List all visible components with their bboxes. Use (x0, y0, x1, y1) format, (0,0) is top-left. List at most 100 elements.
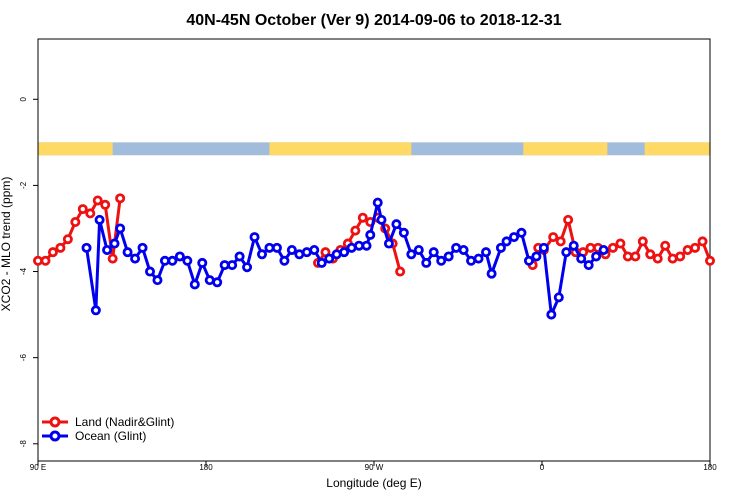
ocean-data-point (516, 227, 527, 238)
ocean-data-point (316, 257, 327, 268)
legend-land-label: Land (Nadir&Glint) (75, 415, 174, 429)
land-strip-segment (644, 142, 710, 156)
ocean-data-point (372, 197, 383, 208)
ocean-data-point (391, 219, 402, 230)
ocean-data-point (383, 238, 394, 249)
x-tick-label: 90 W (365, 463, 384, 472)
land-data-point (115, 193, 126, 204)
ocean-data-point (212, 277, 223, 288)
land-data-point (690, 242, 701, 253)
ocean-data-point (421, 257, 432, 268)
ocean-data-point (458, 244, 469, 255)
ocean-data-point (152, 275, 163, 286)
ocean-data-point (339, 247, 350, 258)
land-data-point (62, 234, 73, 245)
land-data-point (55, 242, 66, 253)
legend-ocean-marker (49, 430, 61, 442)
ocean-data-point (137, 242, 148, 253)
ocean-data-point (90, 305, 101, 316)
land-ocean-strip (38, 142, 710, 156)
y-tick-label: -2 (19, 181, 28, 189)
ocean-data-point (406, 249, 417, 260)
land-data-point (40, 255, 51, 266)
ocean-data-point (174, 251, 185, 262)
land-data-point (357, 212, 368, 223)
ocean-data-point (271, 242, 282, 253)
land-data-point (92, 195, 103, 206)
x-tick-label: 90 E (30, 463, 46, 472)
x-tick-label: 180 (199, 463, 213, 472)
ocean-data-point (508, 232, 519, 243)
ocean-data-point (122, 247, 133, 258)
ocean-data-point (398, 227, 409, 238)
ocean-data-point (495, 242, 506, 253)
ocean-data-point (234, 251, 245, 262)
land-data-point (47, 247, 58, 258)
land-data-point (100, 199, 111, 210)
land-data-point (350, 225, 361, 236)
land-data-point (652, 253, 663, 264)
ocean-data-point (591, 251, 602, 262)
land-data-point (705, 255, 716, 266)
land-data-point (70, 217, 81, 228)
ocean-data-point (598, 244, 609, 255)
ocean-data-point (361, 240, 372, 251)
ocean-data-point (144, 266, 155, 277)
land-data-point (563, 214, 574, 225)
ocean-data-point (102, 244, 113, 255)
ocean-data-point (109, 238, 120, 249)
x-tick-label: 180 (703, 463, 717, 472)
x-axis-title: Longitude (deg E) (326, 476, 421, 490)
ocean-data-point (130, 253, 141, 264)
ocean-data-point (94, 214, 105, 225)
ocean-data-point (428, 247, 439, 258)
land-strip-segment (38, 142, 113, 156)
ocean-data-point (583, 260, 594, 271)
ocean-data-point (286, 244, 297, 255)
ocean-data-point (480, 247, 491, 258)
legend: Land (Nadir&Glint) Ocean (Glint) (42, 415, 174, 443)
ocean-data-point (365, 229, 376, 240)
land-data-point (675, 251, 686, 262)
land-strip-segment (269, 142, 412, 156)
ocean-data-point (182, 255, 193, 266)
ocean-data-point (523, 255, 534, 266)
land-data-point (645, 249, 656, 260)
ocean-data-point (553, 292, 564, 303)
land-data-point (555, 236, 566, 247)
series-layer (33, 193, 716, 320)
y-axis-title: XCO2 - MLO trend (ppm) (0, 177, 13, 312)
ocean-data-point (227, 260, 238, 271)
land-data-point (630, 251, 641, 262)
land-series (33, 193, 716, 277)
ocean-data-point (279, 255, 290, 266)
ocean-data-point (189, 279, 200, 290)
ocean-data-point (115, 223, 126, 234)
ocean-data-point (561, 247, 572, 258)
land-data-point (85, 208, 96, 219)
ocean-data-point (538, 242, 549, 253)
ocean-data-point (167, 255, 178, 266)
ocean-data-point (486, 268, 497, 279)
land-data-point (107, 253, 118, 264)
ocean-series (81, 197, 609, 320)
chart-title: 40N-45N October (Ver 9) 2014-09-06 to 20… (186, 12, 561, 29)
land-data-point (607, 242, 618, 253)
ocean-data-point (249, 232, 260, 243)
land-data-point (395, 266, 406, 277)
land-data-point (77, 204, 88, 215)
ocean-data-point (436, 255, 447, 266)
ocean-data-point (197, 257, 208, 268)
y-tick-label: -8 (19, 440, 28, 448)
ocean-data-point (546, 309, 557, 320)
ocean-data-point (576, 253, 587, 264)
x-axis: 90 E 180 90 W 0 180 (30, 461, 717, 472)
y-tick-label: -4 (19, 267, 28, 275)
legend-ocean-label: Ocean (Glint) (75, 429, 146, 443)
y-tick-label: -6 (19, 354, 28, 362)
land-data-point (660, 240, 671, 251)
ocean-data-point (81, 242, 92, 253)
land-data-point (615, 238, 626, 249)
ocean-data-point (531, 251, 542, 262)
